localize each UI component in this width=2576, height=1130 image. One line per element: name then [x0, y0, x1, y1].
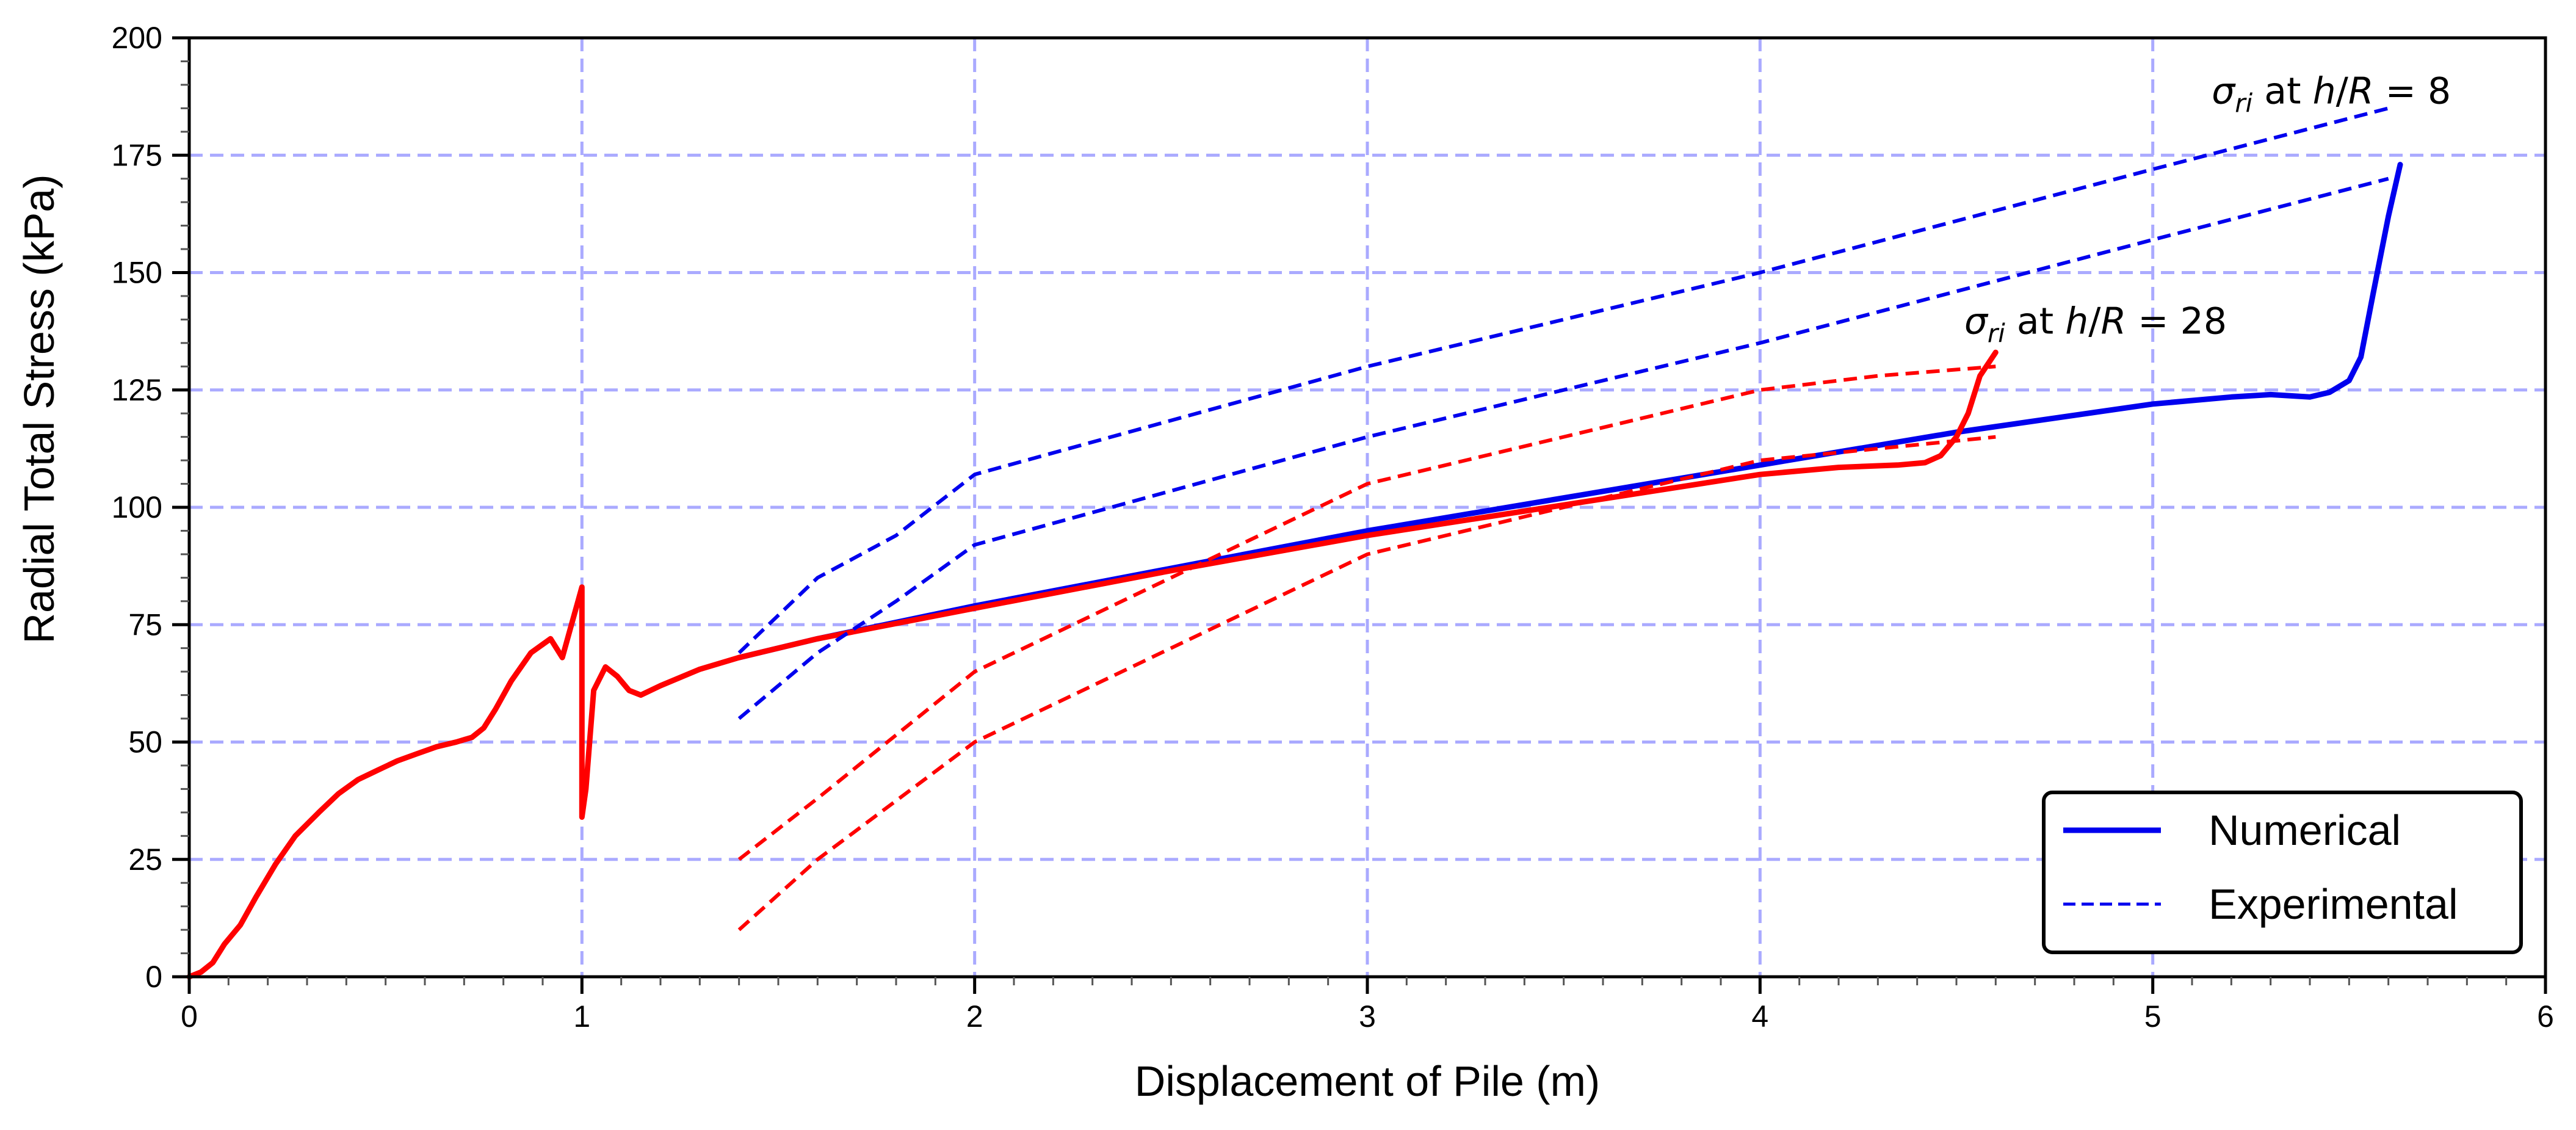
y-tick-label: 150 [112, 256, 162, 290]
experimental-series-line-3 [737, 176, 2389, 720]
tick-labels: 0 1 2 3 4 5 6 0 25 50 75 100 125 150 175 200 [112, 21, 2554, 1034]
x-tick-label: 0 [181, 999, 198, 1034]
y-tick-label: 200 [112, 21, 162, 55]
x-axis-title: Displacement of Pile (m) [1135, 1057, 1600, 1105]
y-tick-label: 175 [112, 138, 162, 172]
y-tick-label: 50 [128, 725, 162, 759]
legend-label-numerical: Numerical [2209, 806, 2401, 854]
x-tick-label: 1 [573, 999, 590, 1034]
annotations: σri at h/R = 8 σri at h/R = 28 [1964, 70, 2451, 349]
sigma-annotation: σri at h/R = 28 [1964, 300, 2227, 348]
y-tick-label: 75 [128, 607, 162, 642]
x-tick-label: 4 [1751, 999, 1768, 1034]
y-tick-label: 25 [128, 842, 162, 877]
x-tick-label: 2 [966, 999, 983, 1034]
y-tick-label: 100 [112, 490, 162, 524]
numerical-series-line-1 [186, 349, 1999, 980]
y-tick-label: 0 [145, 960, 162, 994]
legend-box [2042, 791, 2523, 954]
y-tick-label: 125 [112, 373, 162, 407]
numerical-series-line-0 [736, 162, 2403, 661]
y-axis-title: Radial Total Stress (kPa) [15, 174, 63, 643]
experimental-series-line-4 [737, 364, 1996, 861]
legend-label-experimental: Experimental [2209, 880, 2458, 928]
x-tick-label: 3 [1359, 999, 1376, 1034]
series-group [186, 106, 2403, 980]
experimental-series-line-2 [737, 106, 2389, 654]
sigma-annotation: σri at h/R = 8 [2212, 70, 2451, 118]
experimental-series-line-5 [737, 435, 1996, 932]
legend: Numerical Experimental [2042, 791, 2523, 954]
axis-ticks [172, 36, 2547, 994]
x-tick-label: 6 [2537, 999, 2554, 1034]
x-tick-label: 5 [2144, 999, 2162, 1034]
